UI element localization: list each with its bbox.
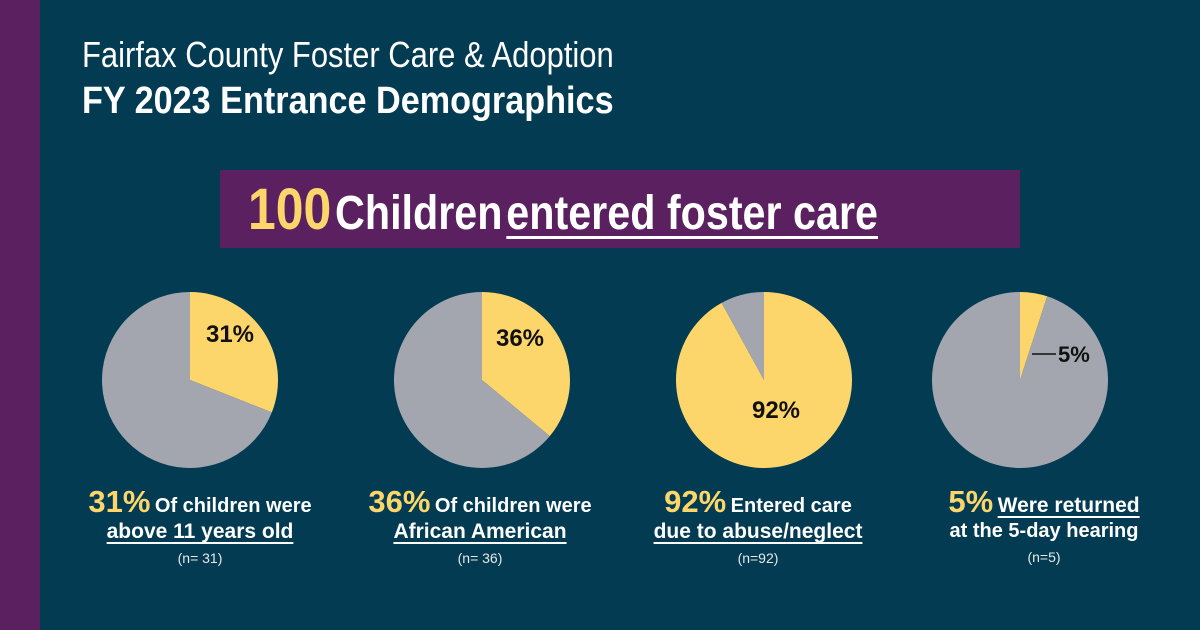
pie-slice-label: 36% (496, 325, 544, 352)
pie-chart-abuse: 92% (676, 292, 852, 468)
stat-block-age: 31% Of children were above 11 years old … (70, 484, 330, 566)
left-accent-bar (0, 0, 40, 630)
headline-text: 100 Children entered foster care (248, 176, 878, 243)
pie-slice-other (394, 292, 550, 468)
pie-slice-other (102, 292, 272, 468)
pie-chart-returned: 5% (932, 292, 1108, 469)
stat-sample-size: (n= 31) (177, 550, 223, 566)
stat-block-abuse: 92% Entered care due to abuse/neglect (n… (628, 484, 888, 566)
stat-sample-size: (n=5) (1027, 549, 1061, 565)
stat-percent: 36% (368, 484, 431, 519)
stat-block-returned: 5% Were returned at the 5-day hearing (n… (914, 484, 1174, 565)
pie-slice-highlight (190, 292, 278, 413)
headline-word: Children (335, 187, 503, 240)
page-title-line2: FY 2023 Entrance Demographics (82, 80, 614, 122)
pie-slice-other (721, 292, 764, 380)
headline-banner: 100 Children entered foster care (220, 170, 1020, 248)
stat-line1: Entered care (730, 495, 852, 517)
stat-line2: above 11 years old (106, 520, 294, 543)
stat-percent: 92% (664, 484, 727, 519)
pie-chart-race: 36% (394, 292, 570, 468)
stat-line1: Of children were (154, 495, 312, 517)
stat-line2: at the 5-day hearing (949, 520, 1139, 542)
headline-underlined: entered foster care (506, 187, 878, 240)
stat-line2: African American (393, 520, 567, 543)
pie-slice-other (932, 292, 1108, 469)
stat-line2: due to abuse/neglect (653, 520, 863, 543)
stat-sample-size: (n= 36) (457, 550, 503, 566)
stat-percent: 5% (948, 484, 994, 519)
pie-slice-highlight (482, 292, 570, 437)
stat-percent: 31% (88, 484, 151, 519)
pie-slice-highlight (1020, 292, 1048, 380)
stat-sample-size: (n=92) (737, 550, 779, 566)
stat-block-race: 36% Of children were African American (n… (350, 484, 610, 566)
pie-slice-label: 92% (752, 397, 800, 424)
page-title-line1: Fairfax County Foster Care & Adoption (82, 34, 614, 75)
stat-line1: Were returned (997, 494, 1140, 517)
pie-slice-label: 31% (206, 321, 254, 348)
pie-slice-label: 5% (1058, 342, 1090, 367)
stat-line1: Of children were (434, 495, 592, 517)
headline-number: 100 (248, 177, 332, 242)
pie-chart-age: 31% (102, 292, 278, 468)
